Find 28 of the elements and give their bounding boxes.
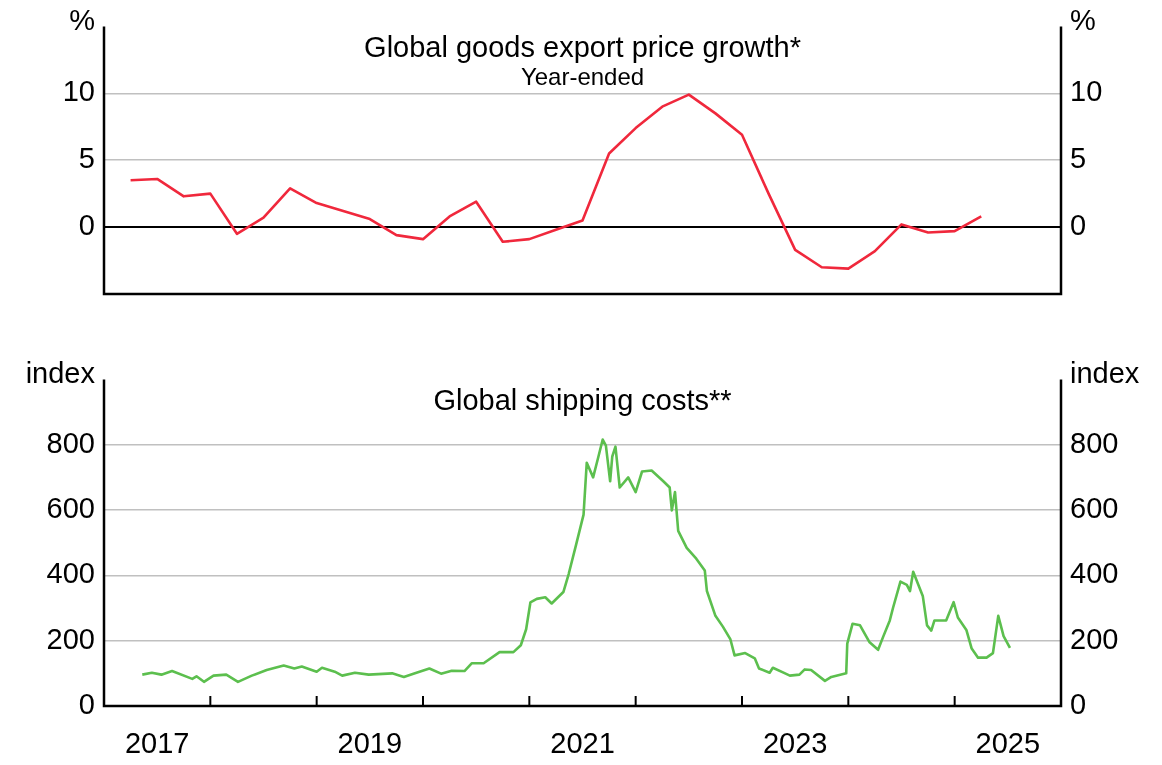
y2-tick-label: 200 (1070, 622, 1119, 655)
y2-axis-title: index (1070, 357, 1140, 389)
y-tick-label: 200 (46, 622, 95, 655)
y2-axis-title: % (1070, 4, 1096, 36)
y2-tick-label: 600 (1070, 492, 1119, 525)
x-tick-label: 2021 (550, 727, 615, 760)
y-tick-label: 800 (46, 426, 95, 459)
chart-title: Global goods export price growth* (364, 31, 801, 64)
y2-tick-label: 0 (1070, 209, 1087, 242)
x-tick-label: 2019 (337, 727, 403, 760)
chart-title: Global shipping costs** (433, 384, 732, 417)
y2-tick-label: 5 (1070, 142, 1087, 175)
text: Year-ended (520, 63, 645, 91)
y-tick-label: 10 (62, 75, 95, 108)
y-tick-label: 5 (78, 142, 95, 175)
x-tick-label: 2023 (762, 727, 828, 760)
y-tick-label: 400 (46, 557, 95, 590)
y2-tick-label: 400 (1070, 557, 1119, 590)
x-tick-label: 2017 (124, 727, 190, 760)
y-tick-label: 0 (78, 209, 95, 242)
y2-tick-label: 800 (1070, 426, 1119, 459)
y-tick-label: 0 (78, 688, 95, 720)
y2-tick-label: 10 (1070, 75, 1103, 108)
y-tick-label: 600 (46, 492, 95, 525)
y-axis-title: index (25, 357, 96, 389)
x-tick-label: 2025 (975, 727, 1041, 760)
y-axis-title: % (69, 4, 95, 36)
y2-tick-label: 0 (1070, 688, 1087, 720)
